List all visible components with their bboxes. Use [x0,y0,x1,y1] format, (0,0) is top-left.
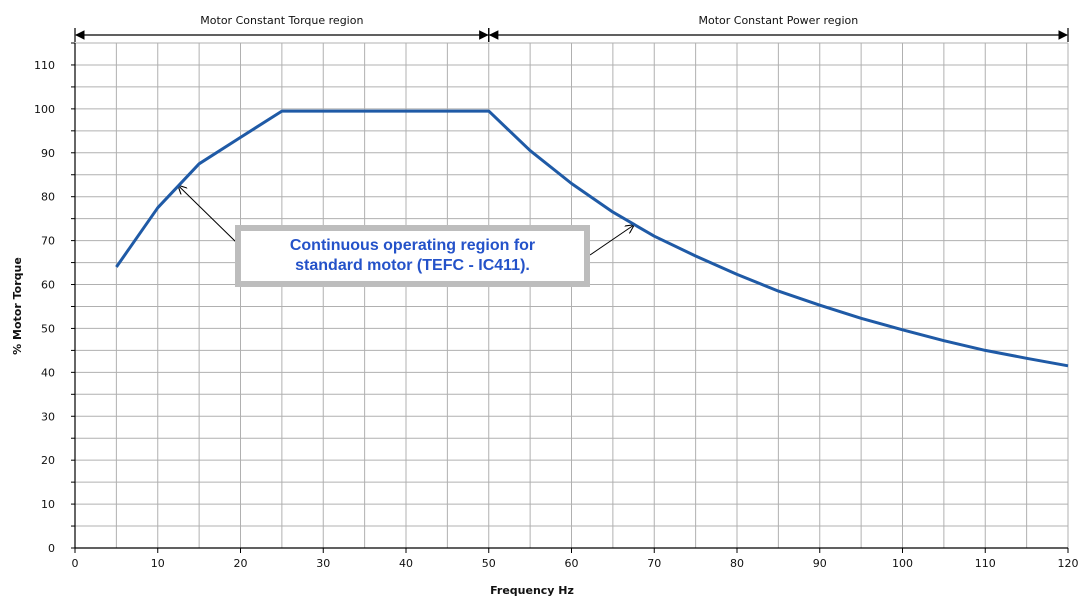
y-tick-label: 20 [41,454,55,467]
x-tick-label: 90 [813,557,827,570]
y-tick-label: 80 [41,191,55,204]
x-tick-label: 0 [72,557,79,570]
y-axis-title: % Motor Torque [11,257,24,355]
x-tick-label: 80 [730,557,744,570]
x-tick-label: 110 [975,557,996,570]
region-label: Motor Constant Power region [698,14,858,27]
x-tick-label: 100 [892,557,913,570]
y-tick-label: 30 [41,410,55,423]
series-line [115,109,1069,368]
annotation-arrows [178,186,634,256]
x-axis-title: Frequency Hz [490,584,574,597]
x-tick-label: 70 [647,557,661,570]
y-tick-label: 10 [41,498,55,511]
region-label: Motor Constant Torque region [200,14,363,27]
y-tick-label: 70 [41,235,55,248]
annotation-arrow [178,186,238,244]
x-tick-label: 10 [151,557,165,570]
x-tick-label: 40 [399,557,413,570]
region-markers: Motor Constant Torque region Motor Consta… [74,14,1069,42]
x-tick-label: 50 [482,557,496,570]
y-tick-label: 90 [41,147,55,160]
x-tick-label: 20 [234,557,248,570]
annotation-arrow [589,225,634,256]
grid [74,42,1069,549]
y-tick-label: 100 [34,103,55,116]
axes: 0 10 20 30 40 50 60 70 80 90 100 110 120 0 10 20 30 40 50 6… [34,42,1079,570]
y-tick-label: 60 [41,279,55,292]
x-tick-label: 60 [565,557,579,570]
y-tick-label: 0 [48,542,55,555]
x-tick-label: 30 [316,557,330,570]
annotation-callout: Continuous operating region for standard… [235,225,590,287]
annotation-line-1: Continuous operating region for [289,237,536,254]
annotation-line-2: standard motor (TEFC - IC411). [295,257,530,274]
y-tick-label: 110 [34,59,55,72]
series [115,109,1069,368]
y-tick-label: 50 [41,322,55,335]
y-tick-label: 40 [41,366,55,379]
x-tick-label: 120 [1058,557,1079,570]
